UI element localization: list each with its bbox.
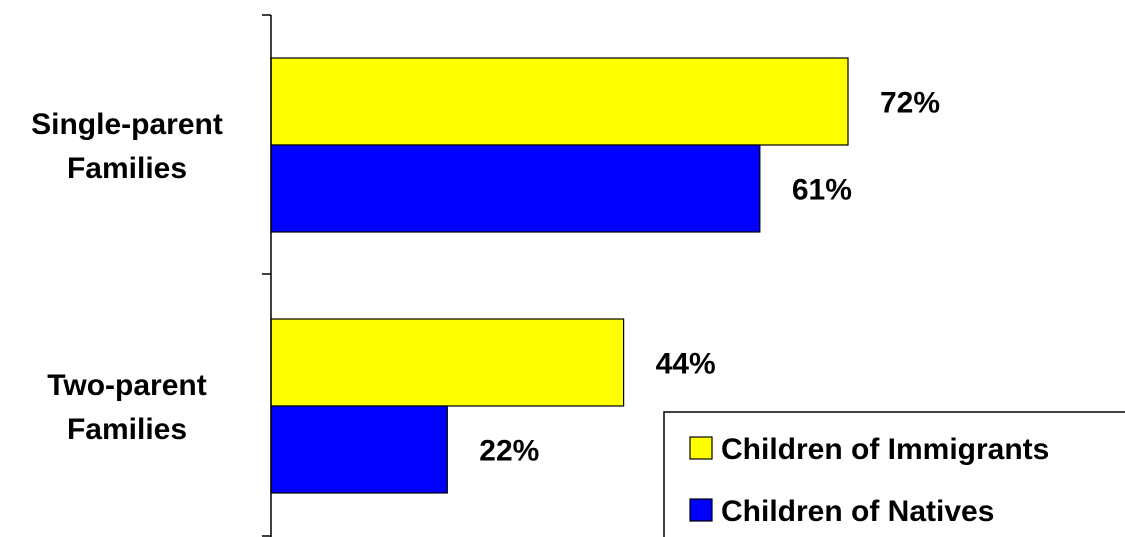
bar-natives-1: [270, 405, 448, 494]
category-label: Families: [67, 152, 187, 185]
category-label: Two-parent: [47, 369, 206, 402]
data-label: 22%: [479, 435, 539, 468]
legend-label-natives: Children of Natives: [721, 495, 994, 528]
bar-immigrants-0: [270, 57, 849, 146]
legend-swatch-natives: [689, 498, 713, 522]
category-label: Families: [67, 413, 187, 446]
legend-swatch-immigrants: [689, 436, 713, 460]
legend-label-immigrants: Children of Immigrants: [721, 433, 1049, 466]
bar-natives-0: [270, 144, 761, 233]
data-label: 72%: [880, 87, 940, 120]
data-label: 44%: [656, 348, 716, 381]
category-label: Single-parent: [31, 108, 223, 141]
data-label: 61%: [792, 174, 852, 207]
legend: Children of Immigrants Children of Nativ…: [663, 411, 1125, 537]
legend-box: [663, 411, 1125, 537]
bar-immigrants-1: [270, 318, 625, 407]
